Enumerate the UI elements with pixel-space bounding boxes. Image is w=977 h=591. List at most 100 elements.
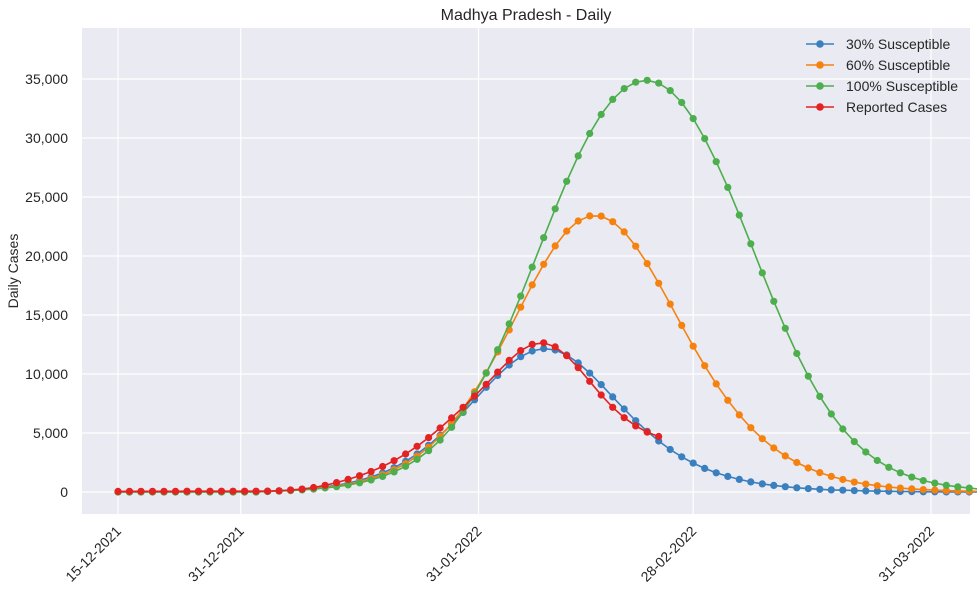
data-point	[379, 462, 387, 471]
series-reported-cases	[114, 339, 663, 495]
data-point	[655, 79, 663, 87]
data-point	[241, 487, 249, 495]
data-point	[701, 135, 709, 143]
data-point	[896, 469, 904, 477]
data-point	[229, 487, 237, 495]
data-point	[459, 403, 467, 411]
data-point	[620, 405, 628, 413]
data-point	[194, 487, 203, 495]
data-point	[321, 481, 329, 489]
data-point	[574, 152, 582, 160]
data-point	[793, 349, 801, 358]
legend-marker	[816, 103, 824, 111]
data-point	[839, 475, 847, 484]
data-point	[471, 392, 479, 400]
data-point	[620, 228, 628, 236]
data-point	[931, 479, 939, 487]
data-point	[563, 352, 571, 360]
data-point	[816, 392, 824, 400]
data-point	[689, 459, 697, 467]
data-point	[804, 464, 812, 472]
data-point	[402, 450, 410, 458]
data-point	[735, 411, 743, 419]
data-point	[379, 472, 387, 480]
data-point	[873, 482, 881, 490]
data-point	[908, 473, 916, 481]
data-point	[183, 487, 191, 495]
y-tick-label: 30,000	[25, 130, 68, 146]
data-point	[517, 353, 525, 361]
data-point	[597, 391, 605, 399]
data-point	[816, 469, 824, 477]
y-tick-label: 5,000	[33, 425, 68, 441]
data-point	[770, 481, 778, 489]
data-point	[735, 475, 743, 483]
legend-item: 100% Susceptible	[806, 78, 958, 94]
data-point	[264, 487, 272, 495]
data-point	[517, 347, 525, 355]
data-point	[206, 487, 214, 495]
x-tick-label: 31-03-2022	[875, 523, 937, 585]
data-point	[862, 448, 870, 456]
data-point	[494, 346, 502, 354]
data-point	[528, 263, 536, 271]
data-point	[896, 484, 904, 492]
data-point	[770, 297, 778, 305]
x-tick-label: 28-02-2022	[637, 523, 699, 585]
data-point	[689, 342, 697, 350]
data-point	[413, 455, 421, 463]
data-point	[919, 486, 927, 494]
legend-item: 30% Susceptible	[806, 36, 951, 52]
legend-item: 60% Susceptible	[806, 57, 951, 73]
data-point	[540, 345, 548, 353]
data-point	[804, 485, 812, 493]
data-point	[517, 303, 525, 311]
data-point	[125, 487, 134, 495]
data-point	[781, 452, 789, 460]
data-point	[540, 339, 548, 347]
data-point	[655, 432, 663, 441]
data-point	[758, 435, 766, 443]
data-point	[356, 472, 364, 480]
data-point	[678, 98, 686, 107]
y-tick-label: 20,000	[25, 248, 68, 264]
data-point	[367, 476, 375, 484]
data-point	[356, 479, 364, 487]
data-point	[724, 472, 732, 480]
data-point	[436, 436, 444, 444]
data-point	[873, 487, 881, 495]
data-point	[482, 380, 490, 388]
data-point	[643, 76, 651, 84]
data-point	[689, 115, 697, 123]
data-point	[390, 468, 398, 476]
data-point	[517, 292, 525, 300]
data-point	[747, 424, 755, 432]
data-point	[827, 472, 835, 480]
data-point	[494, 368, 502, 376]
data-point	[724, 396, 732, 404]
y-tick-label: 25,000	[25, 189, 68, 205]
data-point	[919, 477, 927, 485]
legend-label: 60% Susceptible	[846, 57, 951, 73]
data-point	[862, 487, 870, 495]
data-point	[678, 453, 686, 461]
data-point	[413, 442, 421, 450]
data-point	[885, 463, 893, 471]
data-point	[505, 320, 513, 328]
data-point	[655, 279, 663, 287]
data-point	[942, 481, 950, 489]
data-point	[942, 487, 950, 495]
x-tick-label: 15-12-2021	[62, 523, 124, 585]
data-point	[310, 483, 318, 492]
legend-label: 30% Susceptible	[846, 36, 951, 52]
data-point	[551, 205, 559, 213]
x-tick-label: 31-01-2022	[423, 523, 485, 585]
data-point	[666, 300, 674, 308]
data-point	[758, 480, 766, 488]
data-point	[712, 469, 720, 477]
data-point	[482, 369, 490, 377]
legend-marker	[816, 40, 824, 48]
plot-background	[82, 28, 970, 514]
data-point	[770, 444, 778, 452]
data-point	[666, 445, 674, 454]
